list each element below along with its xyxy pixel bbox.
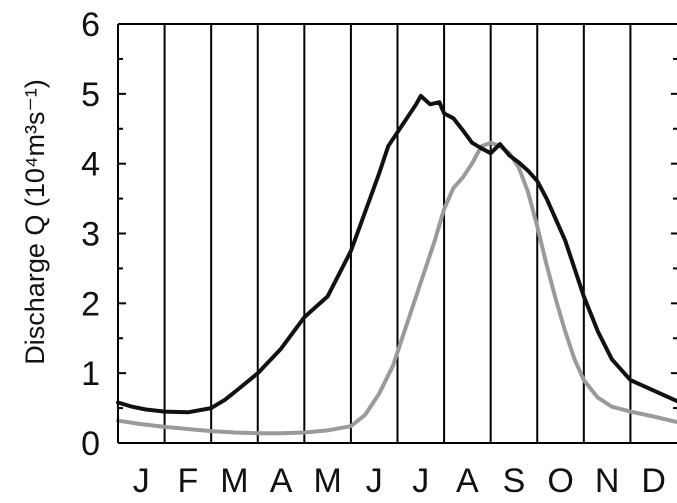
month-label-4: M bbox=[313, 462, 341, 500]
month-label-9: O bbox=[547, 462, 573, 500]
month-label-5: J bbox=[366, 462, 383, 500]
black-series-line bbox=[116, 93, 677, 415]
y-tick-label-6: 6 bbox=[81, 6, 100, 44]
month-label-0: J bbox=[133, 462, 150, 500]
month-label-2: M bbox=[220, 462, 248, 500]
y-axis-label: Discharge Q (10⁴m³s⁻¹) bbox=[20, 79, 50, 364]
month-label-3: A bbox=[270, 462, 293, 500]
month-label-8: S bbox=[503, 462, 526, 500]
month-label-6: J bbox=[412, 462, 429, 500]
y-tick-label-0: 0 bbox=[81, 425, 100, 463]
month-label-10: N bbox=[595, 462, 620, 500]
month-label-11: D bbox=[641, 462, 666, 500]
y-tick-label-4: 4 bbox=[81, 146, 100, 184]
month-label-7: A bbox=[456, 462, 479, 500]
y-tick-label-3: 3 bbox=[81, 216, 100, 254]
gray-series-line bbox=[116, 140, 677, 436]
y-tick-label-1: 1 bbox=[81, 355, 100, 393]
y-tick-labels: 0 1 2 3 4 5 6 bbox=[81, 6, 677, 463]
month-label-1: F bbox=[177, 462, 198, 500]
series-lines bbox=[116, 93, 677, 436]
y-tick-label-5: 5 bbox=[81, 76, 100, 114]
y-tick-label-2: 2 bbox=[81, 285, 100, 323]
